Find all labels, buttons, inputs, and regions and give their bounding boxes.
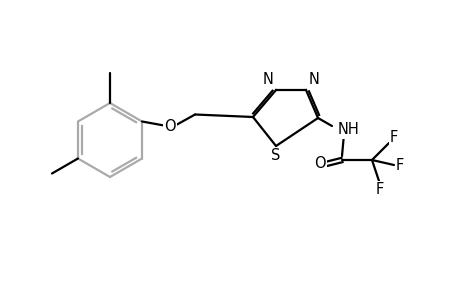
Text: F: F (375, 182, 383, 197)
Text: O: O (164, 119, 175, 134)
Text: N: N (308, 73, 319, 88)
Text: F: F (389, 130, 397, 146)
Text: O: O (313, 157, 325, 172)
Text: NH: NH (337, 122, 359, 137)
Text: F: F (395, 158, 403, 172)
Text: N: N (262, 73, 273, 88)
Text: S: S (271, 148, 280, 164)
